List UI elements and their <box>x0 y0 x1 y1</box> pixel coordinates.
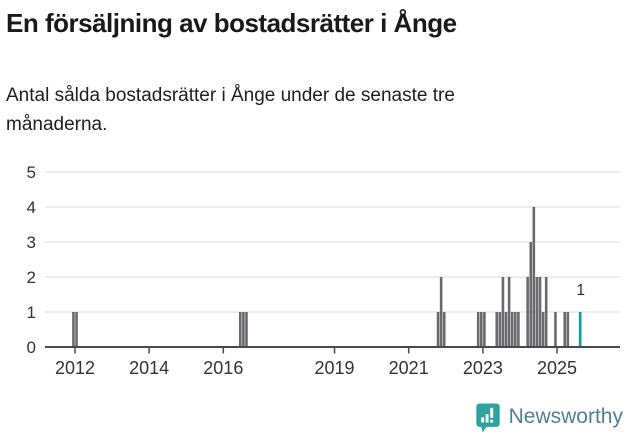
bar-highlight <box>578 312 582 347</box>
bar <box>510 312 514 347</box>
y-axis-labels: 0 1 2 3 4 5 <box>27 163 36 357</box>
bar <box>554 312 557 347</box>
latest-value-label: 1 <box>576 282 585 299</box>
gridlines <box>45 171 620 313</box>
x-tick-label: 2025 <box>537 358 577 378</box>
bar <box>535 277 539 347</box>
bar <box>245 312 248 347</box>
bar <box>538 277 542 347</box>
bar <box>242 312 245 347</box>
bar <box>513 312 517 347</box>
bar <box>517 312 520 347</box>
chart-subtitle: Antal sålda bostadsrätter i Ånge under d… <box>6 85 455 135</box>
y-tick-label: 0 <box>27 338 36 357</box>
bar <box>436 312 440 347</box>
bar <box>483 312 486 347</box>
bar <box>541 312 545 347</box>
x-tick-label: 2021 <box>389 358 429 378</box>
bar <box>480 312 483 347</box>
bar <box>442 312 446 347</box>
bar <box>544 277 548 347</box>
bar <box>529 242 533 347</box>
brand-footer: Newsworthy <box>475 399 623 435</box>
newsworthy-logo-icon <box>475 403 500 432</box>
bar <box>75 312 78 347</box>
x-tick-label: 2019 <box>315 358 355 378</box>
newsworthy-logo-text: Newsworthy <box>508 405 623 428</box>
x-tick-label: 2016 <box>203 358 243 378</box>
bar <box>239 312 242 347</box>
bar <box>476 312 480 347</box>
bar <box>504 312 508 347</box>
bar <box>498 312 502 347</box>
y-tick-label: 2 <box>27 268 36 287</box>
y-tick-label: 4 <box>27 198 36 217</box>
bar-chart: 0 1 2 3 4 5 2012 2014 2016 2019 2021 2023 2025 1 <box>27 163 620 378</box>
x-tick-label: 2023 <box>463 358 503 378</box>
y-tick-label: 1 <box>27 303 36 322</box>
bar <box>563 312 567 347</box>
y-tick-label: 3 <box>27 233 36 252</box>
bars <box>72 207 582 347</box>
bar <box>501 277 505 347</box>
bar <box>507 277 511 347</box>
y-tick-label: 5 <box>27 163 36 182</box>
x-tick-label: 2014 <box>129 358 169 378</box>
x-axis-labels: 2012 2014 2016 2019 2021 2023 2025 <box>55 348 577 378</box>
bar <box>526 277 529 347</box>
bar <box>439 277 443 347</box>
chart-title: En försäljning av bostadsrätter i Ånge <box>6 8 457 38</box>
x-tick-label: 2012 <box>55 358 95 378</box>
bar <box>566 312 570 347</box>
bar <box>532 207 536 347</box>
bar <box>495 312 499 347</box>
bar <box>72 312 75 347</box>
